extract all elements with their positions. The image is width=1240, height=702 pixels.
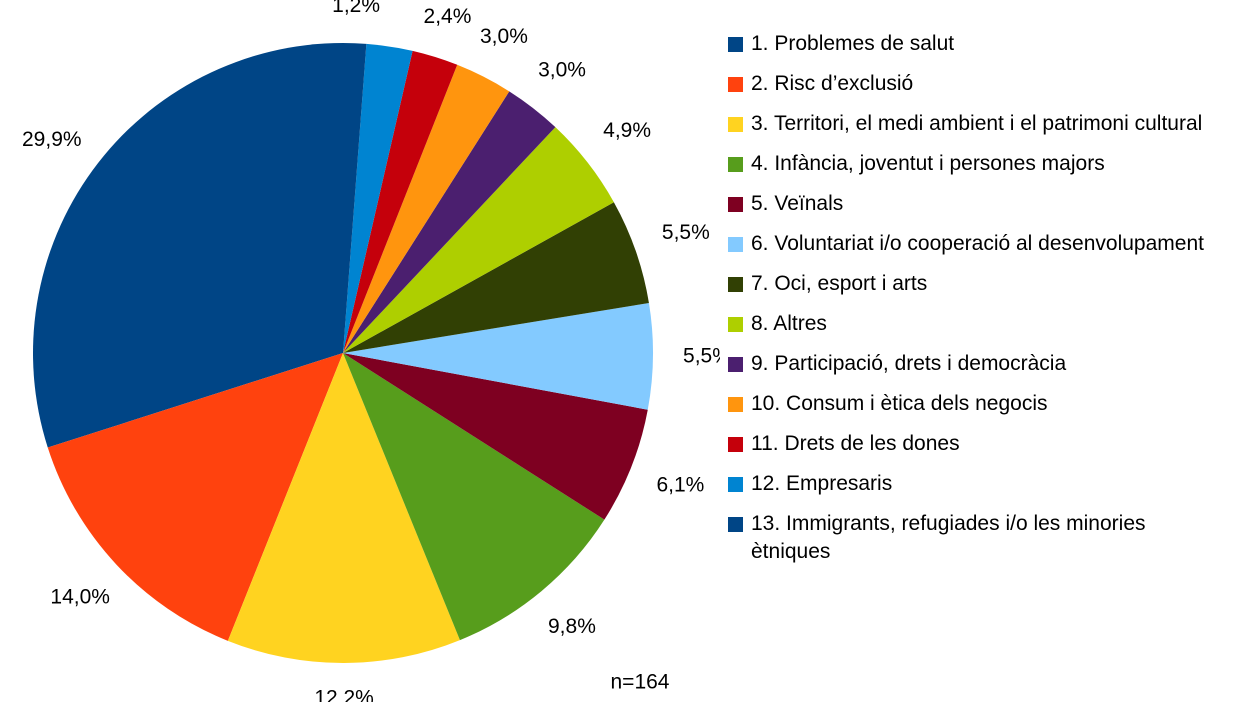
legend-item: 11. Drets de les dones	[728, 430, 1228, 458]
legend-item: 10. Consum i ètica dels negocis	[728, 390, 1228, 418]
pie-slice	[343, 303, 653, 410]
pie-slice	[227, 353, 460, 663]
pie-slice	[47, 353, 343, 641]
legend-swatch	[728, 237, 743, 252]
legend-label: 6. Voluntariat i/o cooperació al desenvo…	[751, 232, 1204, 255]
data-label: 2,4%	[424, 5, 472, 28]
legend-label: 3. Territori, el medi ambient i el patri…	[751, 112, 1203, 135]
pie-slice	[343, 91, 556, 353]
legend-item: 4. Infància, joventut i persones majors	[728, 150, 1228, 178]
legend-swatch	[728, 157, 743, 172]
legend-label: 11. Drets de les dones	[751, 432, 960, 455]
legend-swatch	[728, 317, 743, 332]
legend-label: 7. Oci, esport i arts	[751, 272, 928, 295]
legend-label: 2. Risc d’exclusió	[751, 72, 914, 95]
pie-slice	[343, 43, 367, 353]
legend-swatch	[728, 357, 743, 372]
data-label: 29,9%	[22, 128, 82, 151]
data-label: 9,8%	[548, 615, 596, 638]
data-label: 5,5%	[683, 345, 720, 368]
data-label: 12,2%	[314, 687, 374, 702]
legend-label: 4. Infància, joventut i persones majors	[751, 152, 1105, 175]
legend-item: 2. Risc d’exclusió	[728, 70, 1228, 98]
legend-item: 13. Immigrants, refugiades i/o les minor…	[728, 510, 1228, 566]
legend-label: 8. Altres	[751, 312, 827, 335]
legend-swatch	[728, 517, 743, 532]
legend-item: 5. Veïnals	[728, 190, 1228, 218]
legend-label: 10. Consum i ètica dels negocis	[751, 392, 1048, 415]
legend-label: 5. Veïnals	[751, 192, 844, 215]
data-label: 4,9%	[603, 119, 651, 142]
data-label: 3,0%	[480, 25, 528, 48]
legend-swatch	[728, 477, 743, 492]
legend-swatch	[728, 397, 743, 412]
legend-item: 8. Altres	[728, 310, 1228, 338]
legend-swatch	[728, 37, 743, 52]
legend-item: 7. Oci, esport i arts	[728, 270, 1228, 298]
pie-slice	[343, 202, 649, 353]
legend-item: 1. Problemes de salut	[728, 30, 1228, 58]
data-label: 6,1%	[656, 474, 704, 497]
legend-item: 6. Voluntariat i/o cooperació al desenvo…	[728, 230, 1228, 258]
legend-item: 12. Empresaris	[728, 470, 1228, 498]
legend-item: 9. Participació, drets i democràcia	[728, 350, 1228, 378]
pie-slice	[343, 353, 605, 641]
annotation: n=164	[611, 671, 670, 694]
pie-slice	[343, 64, 510, 353]
pie-slice	[343, 353, 648, 520]
data-label: 3,0%	[538, 59, 586, 82]
legend-label: 13. Immigrants, refugiades i/o les minor…	[751, 512, 1146, 563]
chart: n=164 29,9% 14,0% 12,2% 9,8% 6,1% 5,5% 5,5% 4,9…	[22, 0, 720, 702]
legend-swatch	[728, 117, 743, 132]
legend-label: 9. Participació, drets i democràcia	[751, 352, 1067, 375]
data-label: 5,5%	[662, 221, 710, 244]
data-label: 14,0%	[50, 585, 110, 608]
legend-label: 12. Empresaris	[751, 472, 893, 495]
pie-slice	[33, 43, 344, 448]
data-label: 1,2%	[332, 0, 380, 17]
legend-swatch	[728, 277, 743, 292]
legend-label: 1. Problemes de salut	[751, 32, 955, 55]
pie-slice	[343, 50, 458, 354]
legend-swatch	[728, 77, 743, 92]
legend-item: 3. Territori, el medi ambient i el patri…	[728, 110, 1228, 138]
legend: 1. Problemes de salut 2. Risc d’exclusió 3…	[728, 30, 1228, 578]
legend-swatch	[728, 437, 743, 452]
pie-slice	[343, 127, 614, 353]
legend-swatch	[728, 197, 743, 212]
pie-slice	[343, 43, 413, 353]
